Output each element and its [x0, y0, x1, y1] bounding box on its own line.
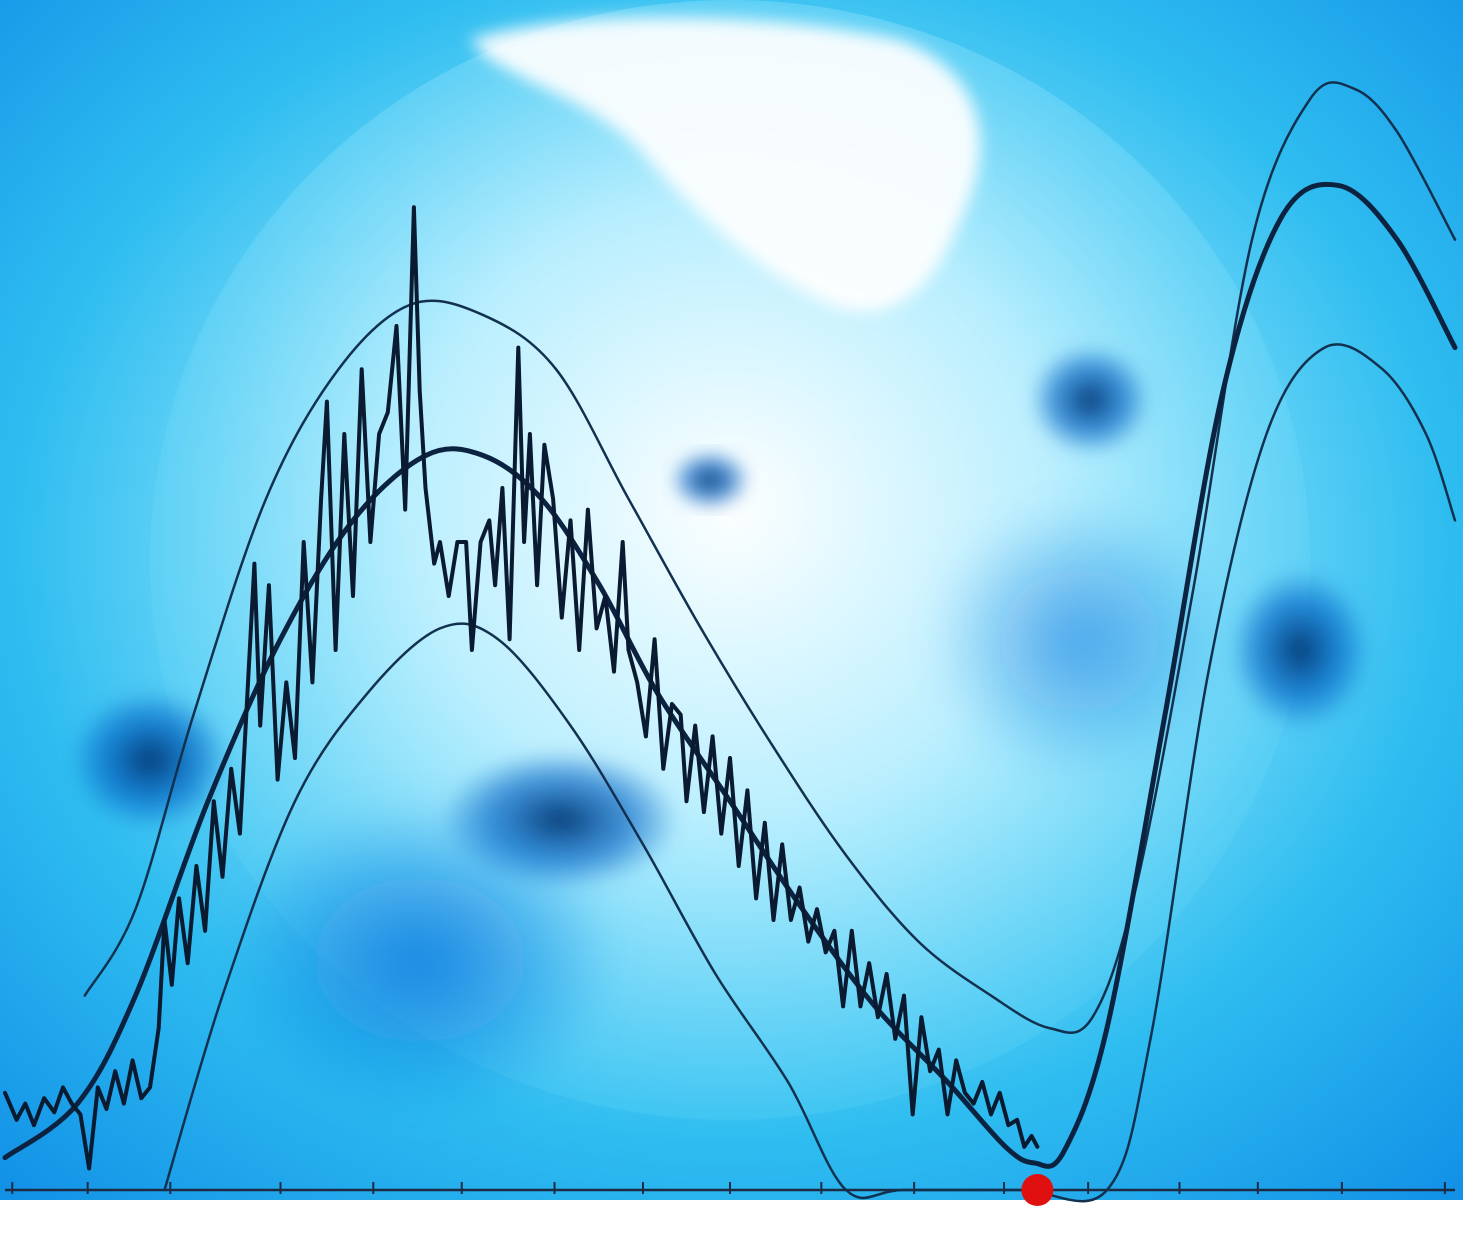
- series-upper-envelope-line: [83, 81, 1457, 1034]
- dark-region-right: [1230, 570, 1370, 730]
- marker-minimum-dot: [1021, 1174, 1054, 1206]
- bright-region: [470, 17, 980, 312]
- series-lower-envelope-line: [163, 343, 1457, 1203]
- x-axis-ticks: [11, 1182, 1446, 1194]
- blue-region-lower: [220, 800, 620, 1120]
- marker-layer: [1021, 1174, 1054, 1206]
- dark-spot-mid: [670, 450, 750, 510]
- series-layer: [2, 81, 1458, 1203]
- series-observed-noisy-line: [3, 205, 1040, 1171]
- blue-region-right: [930, 500, 1230, 780]
- x-axis: [5, 1182, 1455, 1194]
- dark-region-upper-right: [1030, 345, 1150, 455]
- bottom-margin: [0, 1200, 1463, 1242]
